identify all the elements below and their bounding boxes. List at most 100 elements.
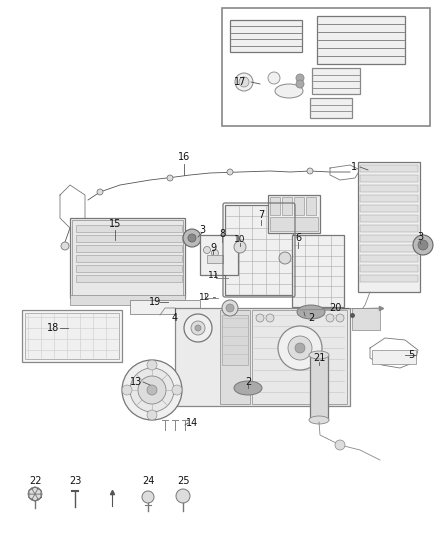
Circle shape <box>195 325 201 331</box>
Text: 3: 3 <box>417 232 423 242</box>
Circle shape <box>222 300 238 316</box>
Bar <box>76 265 182 272</box>
Bar <box>306 197 316 215</box>
Circle shape <box>212 249 219 256</box>
Circle shape <box>235 73 253 91</box>
Text: 13: 13 <box>130 377 142 387</box>
Circle shape <box>296 80 304 88</box>
Bar <box>358 162 420 292</box>
Circle shape <box>147 410 157 420</box>
Bar <box>294 197 304 215</box>
Text: 23: 23 <box>69 476 81 486</box>
Bar <box>70 295 185 305</box>
Circle shape <box>122 385 132 395</box>
Text: 21: 21 <box>313 353 325 363</box>
Wedge shape <box>28 488 35 494</box>
Wedge shape <box>32 487 39 494</box>
Bar <box>25 313 119 359</box>
Circle shape <box>167 175 173 181</box>
Circle shape <box>97 189 103 195</box>
Circle shape <box>191 321 205 335</box>
Bar <box>360 175 418 182</box>
Text: 9: 9 <box>210 243 216 253</box>
Circle shape <box>296 74 304 82</box>
Bar <box>360 275 418 282</box>
Circle shape <box>279 252 291 264</box>
Text: 18: 18 <box>47 323 59 333</box>
Bar <box>360 185 418 192</box>
Bar <box>360 205 418 212</box>
Circle shape <box>147 385 157 395</box>
Text: 10: 10 <box>234 236 246 245</box>
Circle shape <box>278 326 322 370</box>
Circle shape <box>266 314 274 322</box>
Bar <box>360 165 418 172</box>
Text: 24: 24 <box>142 476 154 486</box>
Circle shape <box>295 343 305 353</box>
Ellipse shape <box>309 416 329 424</box>
Bar <box>372 350 416 364</box>
Bar <box>76 225 182 232</box>
Circle shape <box>335 440 345 450</box>
Bar <box>292 235 344 307</box>
Circle shape <box>138 376 166 404</box>
Text: 5: 5 <box>408 350 414 360</box>
Bar <box>312 68 360 94</box>
Text: 4: 4 <box>172 313 178 323</box>
Bar <box>222 315 248 365</box>
Bar <box>282 197 292 215</box>
Wedge shape <box>35 494 42 500</box>
Circle shape <box>413 235 433 255</box>
Circle shape <box>239 77 249 87</box>
Bar <box>70 218 185 298</box>
Circle shape <box>183 229 201 247</box>
Bar <box>76 245 182 252</box>
Circle shape <box>122 360 182 420</box>
Bar <box>76 235 182 242</box>
Bar <box>222 8 430 126</box>
Bar <box>352 308 380 330</box>
Text: 17: 17 <box>234 77 246 87</box>
Circle shape <box>172 385 182 395</box>
Text: 19: 19 <box>149 297 161 307</box>
Circle shape <box>147 360 157 370</box>
Circle shape <box>176 489 190 503</box>
Text: 2: 2 <box>308 313 314 323</box>
Text: 7: 7 <box>258 210 264 220</box>
Bar <box>76 275 182 282</box>
Ellipse shape <box>309 351 329 359</box>
Ellipse shape <box>275 84 303 98</box>
Circle shape <box>256 314 264 322</box>
Circle shape <box>307 168 313 174</box>
Bar <box>220 310 250 404</box>
Wedge shape <box>32 494 39 501</box>
Text: 22: 22 <box>29 476 41 486</box>
Bar <box>270 217 318 231</box>
Circle shape <box>130 368 174 412</box>
Text: 3: 3 <box>199 225 205 235</box>
Text: 6: 6 <box>295 233 301 243</box>
Text: 11: 11 <box>208 271 220 279</box>
Circle shape <box>188 234 196 242</box>
Text: 15: 15 <box>109 219 121 229</box>
Bar <box>360 245 418 252</box>
Circle shape <box>418 240 428 250</box>
Text: 16: 16 <box>178 152 190 162</box>
Bar <box>360 235 418 242</box>
Bar <box>252 310 347 404</box>
Text: 2: 2 <box>245 377 251 387</box>
Text: 20: 20 <box>329 303 341 313</box>
Bar <box>360 225 418 232</box>
Ellipse shape <box>234 381 262 395</box>
Bar <box>317 16 405 64</box>
Text: 12: 12 <box>199 293 211 302</box>
Circle shape <box>227 169 233 175</box>
Text: 14: 14 <box>186 418 198 428</box>
Circle shape <box>234 241 246 253</box>
Bar <box>360 215 418 222</box>
Circle shape <box>226 304 234 312</box>
Circle shape <box>204 246 211 254</box>
Circle shape <box>268 72 280 84</box>
Text: 8: 8 <box>219 229 225 239</box>
Bar <box>130 300 200 314</box>
